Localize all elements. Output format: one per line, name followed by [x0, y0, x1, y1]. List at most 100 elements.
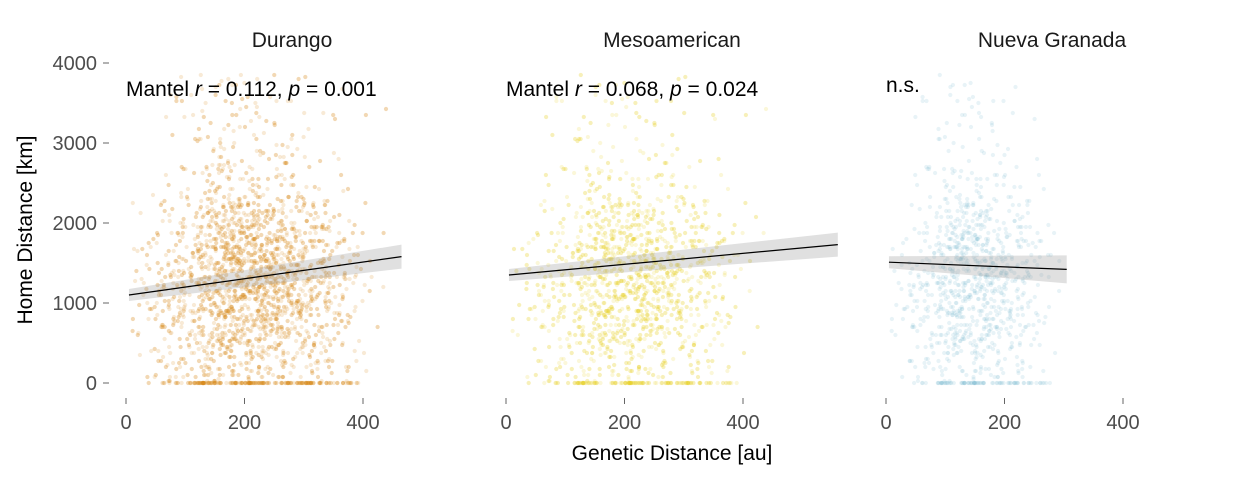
data-point	[305, 276, 310, 282]
data-point	[696, 278, 701, 284]
data-point	[144, 286, 149, 292]
data-point	[263, 316, 268, 322]
data-point	[622, 230, 627, 236]
data-point	[580, 328, 585, 334]
data-point	[543, 172, 549, 178]
data-point	[698, 380, 703, 386]
data-point	[152, 346, 157, 352]
data-point	[216, 272, 221, 278]
data-point	[240, 380, 245, 386]
data-point	[636, 222, 641, 228]
data-point	[235, 328, 240, 334]
data-point	[550, 132, 555, 138]
data-point	[286, 292, 291, 298]
data-point	[275, 244, 280, 250]
data-point	[325, 198, 330, 204]
data-point	[191, 302, 197, 308]
data-point	[307, 276, 312, 282]
data-point	[223, 208, 228, 214]
data-point	[576, 324, 581, 330]
data-point	[660, 142, 665, 148]
data-point	[672, 326, 678, 332]
data-point	[160, 380, 165, 386]
data-point	[611, 334, 616, 340]
data-point	[661, 348, 666, 354]
data-point	[324, 226, 329, 232]
data-point	[147, 306, 152, 312]
data-point	[210, 218, 215, 224]
data-point	[217, 210, 222, 216]
data-point	[168, 330, 173, 336]
data-point	[250, 176, 255, 182]
data-point	[575, 138, 580, 144]
data-point	[605, 160, 611, 166]
data-point	[219, 298, 225, 304]
data-point	[189, 350, 194, 356]
data-point	[239, 268, 245, 274]
data-point	[207, 296, 212, 302]
data-point	[695, 214, 701, 220]
data-point	[299, 208, 304, 214]
data-point	[266, 320, 271, 326]
data-point	[227, 310, 232, 316]
data-point	[253, 244, 258, 250]
data-point	[692, 238, 697, 244]
data-point	[554, 258, 559, 264]
data-point	[255, 288, 261, 294]
data-point	[299, 306, 304, 312]
data-point	[625, 218, 630, 224]
data-point	[743, 200, 748, 206]
data-point	[326, 290, 331, 296]
data-point	[200, 170, 205, 176]
data-point	[135, 248, 140, 254]
data-point	[242, 256, 247, 262]
data-point	[286, 334, 291, 340]
data-point	[240, 292, 246, 298]
data-point	[609, 228, 614, 234]
data-point	[169, 230, 174, 236]
data-point	[232, 282, 237, 288]
data-point	[278, 154, 283, 160]
data-point	[323, 348, 328, 354]
data-point	[233, 380, 238, 386]
data-point	[289, 208, 294, 214]
data-point	[328, 342, 333, 348]
data-point	[272, 122, 277, 128]
data-point	[300, 300, 305, 306]
data-point	[706, 290, 711, 296]
data-point	[259, 292, 264, 298]
data-point	[683, 244, 688, 250]
data-point	[341, 274, 346, 280]
data-point	[267, 202, 272, 208]
data-point	[285, 144, 290, 150]
data-point	[624, 170, 629, 176]
data-point	[259, 298, 264, 304]
data-point	[155, 230, 160, 236]
data-point	[167, 378, 172, 384]
data-point	[198, 204, 203, 210]
data-point	[307, 238, 313, 244]
data-point	[203, 288, 208, 294]
data-point	[292, 326, 297, 332]
data-point	[200, 260, 205, 266]
data-point	[286, 194, 291, 200]
data-point	[300, 288, 305, 294]
data-point	[275, 238, 280, 244]
data-point	[255, 290, 261, 296]
data-point	[231, 214, 236, 220]
data-point	[244, 316, 249, 322]
data-point	[281, 260, 286, 266]
data-point	[236, 260, 241, 266]
data-point	[584, 166, 589, 172]
data-point	[213, 246, 218, 252]
data-point	[181, 282, 186, 288]
data-point	[171, 268, 176, 274]
data-point	[323, 300, 328, 306]
data-point	[285, 292, 290, 298]
data-point	[281, 374, 286, 380]
data-point	[644, 248, 649, 254]
data-point	[247, 164, 252, 170]
data-point	[189, 366, 194, 372]
data-point	[651, 296, 656, 302]
data-point	[264, 312, 270, 318]
